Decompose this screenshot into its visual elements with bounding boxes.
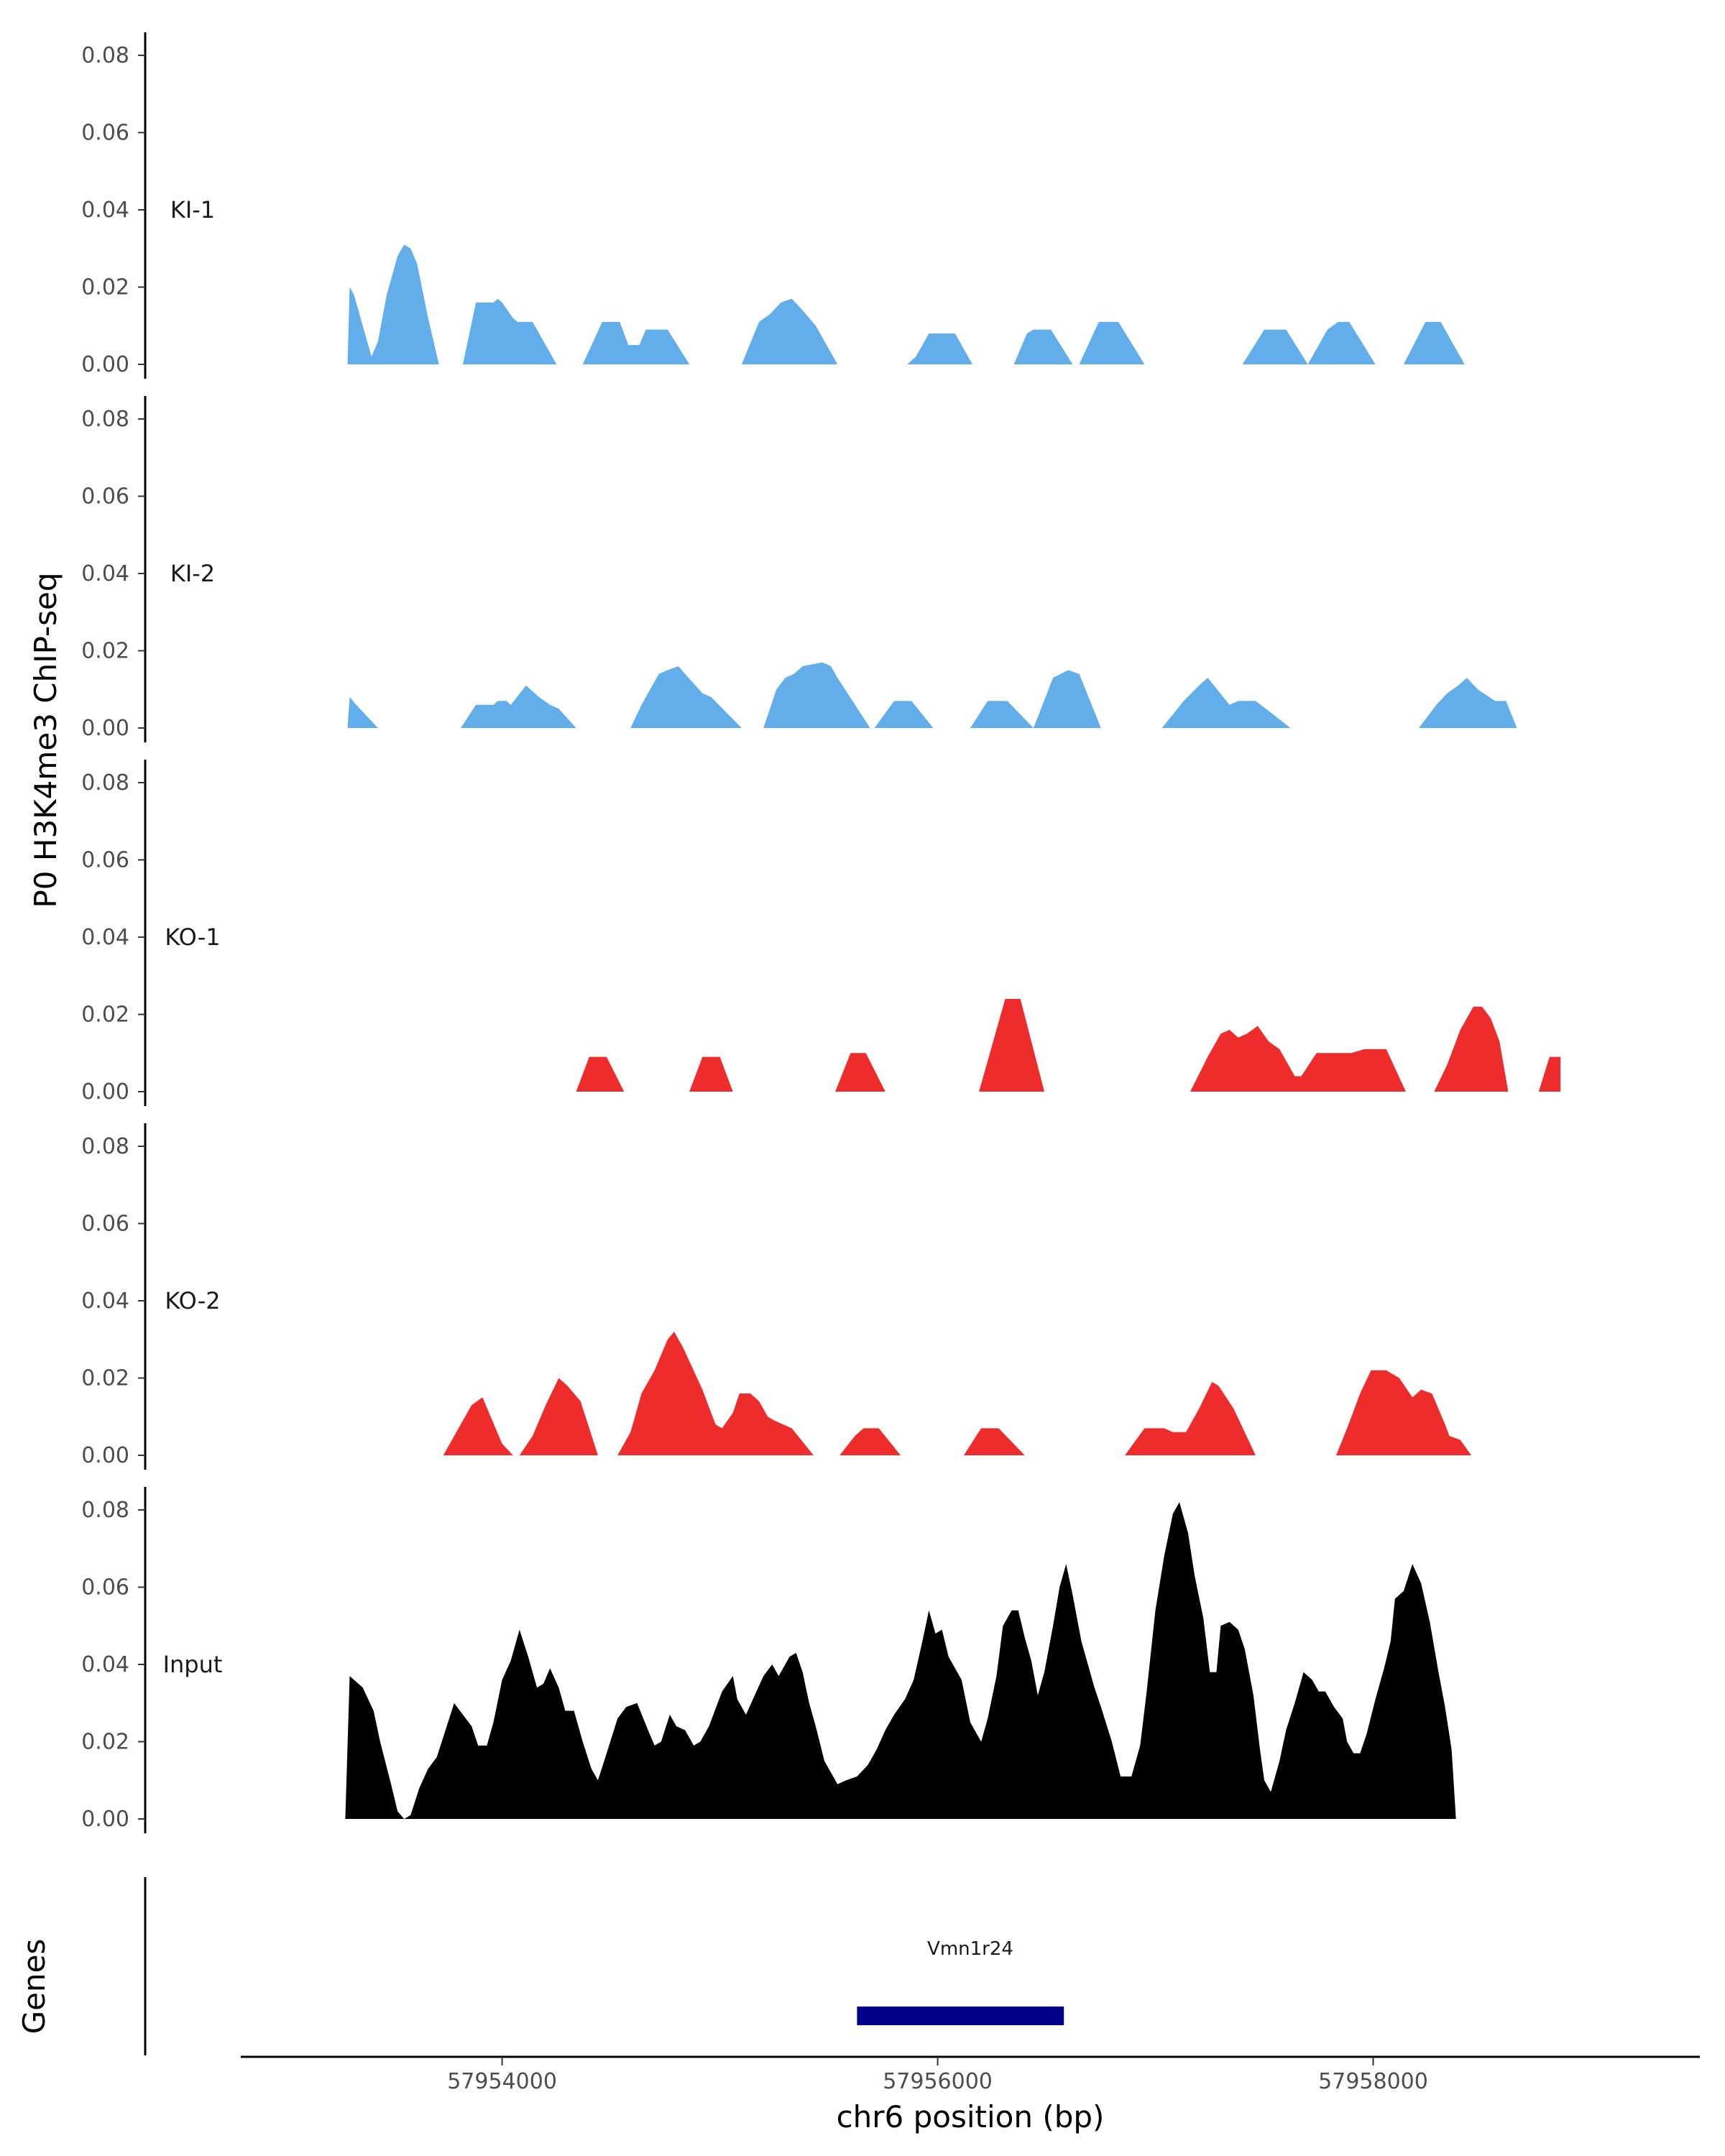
genes-axis-title: Genes [17,1939,52,2035]
signal-peak [1419,678,1517,728]
y-tick-label: 0.08 [81,1134,129,1159]
signal-peak [1125,1381,1256,1455]
signal-peak [763,662,870,728]
y-tick-label: 0.02 [81,1003,129,1028]
tracks-group: 0.00 0.02 0.04 0.06 0.08 KI-1 0.00 0.02 0.04 0.06… [81,32,1561,1833]
signal-peak [463,298,557,364]
signal-peak [1336,1370,1471,1455]
y-tick-label: 0.08 [81,770,129,796]
signal-peak [1242,329,1308,364]
signal-peak [741,298,838,364]
signal-peak [1538,1056,1561,1092]
x-axis: chr6 position (bp) 57954000 57956000 57958… [241,2055,1700,2134]
x-tick-label: 57956000 [883,2069,993,2094]
signal-peak [345,1502,1456,1819]
y-tick-label: 0.06 [81,484,129,510]
gene-label: Vmn1r24 [927,1938,1013,1960]
signal-peak [582,321,690,364]
signal-peak [835,1053,886,1092]
y-tick-label: 0.00 [81,1807,129,1832]
signal-peak [617,1332,814,1455]
y-tick-label: 0.04 [81,561,129,586]
y-tick-label: 0.00 [81,1443,129,1468]
track-ko-2: 0.00 0.02 0.04 0.06 0.08 KO-2 [81,1123,1471,1470]
y-tick-label: 0.08 [81,407,129,432]
y-tick-label: 0.08 [81,1498,129,1523]
signal-peak [979,999,1044,1092]
signal-peak [907,333,972,364]
track-label: Input [163,1651,223,1678]
signal-peak [519,1378,598,1455]
signal-peak [1307,321,1376,364]
x-tick-label: 57958000 [1318,2069,1428,2094]
y-tick-label: 0.06 [81,1212,129,1237]
y-tick-label: 0.08 [81,43,129,68]
signal-peak [576,1056,625,1092]
signal-peak [689,1056,733,1092]
signal-peak [840,1428,901,1455]
y-tick-label: 0.02 [81,1366,129,1391]
signal-peak [443,1397,513,1455]
y-tick-label: 0.04 [81,925,129,950]
y-tick-label: 0.06 [81,121,129,146]
signal-peak [347,697,378,728]
y-tick-label: 0.00 [81,1079,129,1105]
track-ko-1: 0.00 0.02 0.04 0.06 0.08 KO-1 [81,760,1561,1106]
signal-peak [461,685,576,728]
y-tick-label: 0.06 [81,1575,129,1600]
y-tick-label: 0.02 [81,639,129,664]
track-label: KO-1 [165,923,220,951]
signal-peak [970,701,1034,728]
track-label: KI-2 [170,560,215,587]
signal-peak [1403,321,1465,364]
track-ki-2: 0.00 0.02 0.04 0.06 0.08 KI-2 [81,396,1517,742]
y-tick-label: 0.02 [81,275,129,300]
track-label: KO-2 [165,1287,220,1314]
signal-peak [347,244,439,364]
signal-peak [1033,670,1101,728]
y-tick-label: 0.00 [81,716,129,741]
gene-bar [857,2007,1064,2025]
y-tick-label: 0.04 [81,1289,129,1314]
y-axis-title: P0 H3K4me3 ChIP-seq [28,572,63,908]
x-axis-title: chr6 position (bp) [837,2099,1105,2134]
signal-peak [874,701,934,728]
track-input: 0.00 0.02 0.04 0.06 0.08 Input [81,1487,1456,1833]
signal-peak [963,1428,1025,1455]
y-tick-label: 0.02 [81,1730,129,1755]
signal-peak [630,666,742,728]
signal-peak [1190,1026,1406,1092]
signal-peak [1162,678,1291,728]
track-label: KI-1 [170,196,215,224]
y-tick-label: 0.04 [81,1652,129,1677]
y-tick-label: 0.00 [81,352,129,377]
signal-peak [1079,321,1145,364]
track-ki-1: 0.00 0.02 0.04 0.06 0.08 KI-1 [81,32,1465,379]
signal-peak [1434,1006,1509,1092]
signal-peak [1013,329,1073,364]
y-tick-label: 0.04 [81,198,129,223]
x-tick-label: 57954000 [447,2069,557,2094]
y-tick-label: 0.06 [81,848,129,873]
genes-panel: Vmn1r24 Genes [17,1877,1064,2055]
